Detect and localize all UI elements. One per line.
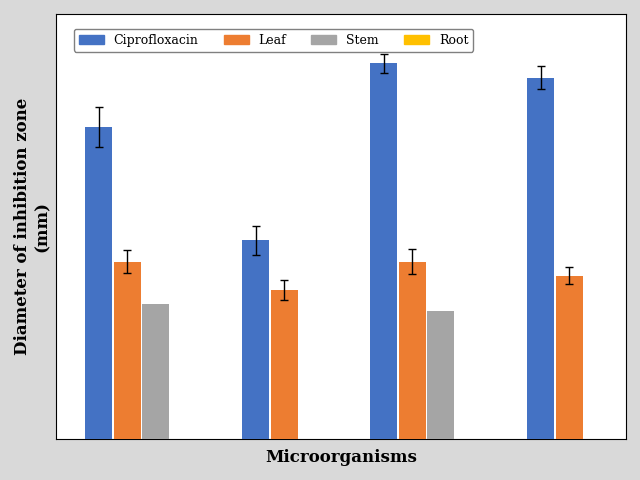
Bar bbox=[85, 127, 113, 439]
Bar bbox=[399, 262, 426, 439]
Bar bbox=[142, 304, 170, 439]
Bar bbox=[428, 311, 454, 439]
Bar bbox=[371, 63, 397, 439]
Y-axis label: Diameter of inhibition zone
(mm): Diameter of inhibition zone (mm) bbox=[14, 97, 51, 355]
Bar bbox=[271, 290, 298, 439]
Bar bbox=[556, 276, 582, 439]
X-axis label: Microorganisms: Microorganisms bbox=[265, 449, 417, 466]
Bar bbox=[114, 262, 141, 439]
Bar bbox=[242, 240, 269, 439]
Legend: Ciprofloxacin, Leaf, Stem, Root: Ciprofloxacin, Leaf, Stem, Root bbox=[74, 29, 474, 52]
Bar bbox=[527, 78, 554, 439]
